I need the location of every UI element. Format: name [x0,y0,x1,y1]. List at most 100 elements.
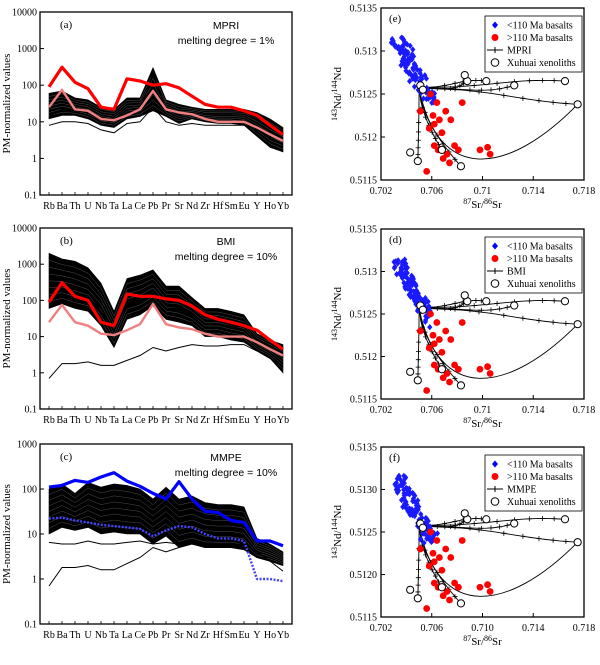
x-tick-label: Nd [186,201,198,212]
data-point-blue [401,41,407,49]
x-tick-label: Yb [277,201,289,212]
mixing-curve [419,87,578,105]
data-point-blue [394,271,400,278]
x-tick-label: Rb [43,415,55,426]
x-tick-label: Ce [134,415,146,426]
data-point-blue [420,95,427,102]
superscript: 143 [330,547,339,559]
element: Sr/ [471,636,485,648]
y-tick-label: 1 [32,368,37,379]
data-point-blue [418,535,424,543]
data-point-xenolith [418,305,427,314]
data-point-blue [425,86,431,93]
x-tick-label: 0.718 [573,623,596,634]
data-point-blue [424,532,430,539]
x-tick-label: Sr [175,201,185,212]
model-line [48,282,284,356]
data-point-red [458,319,466,326]
data-point-red [423,168,431,175]
data-point-blue [412,512,418,520]
x-tick-label: La [122,201,133,212]
y-tick-label: 10 [27,530,37,541]
data-point-blue [394,489,401,496]
x-tick-label: Ce [134,201,146,212]
data-point-blue [402,283,408,291]
data-point-blue [423,518,429,526]
x-tick-label: Yb [277,415,289,426]
data-point-blue [415,497,421,504]
data-point-blue [398,34,405,41]
data-point-red [447,116,455,124]
data-point-blue [400,44,406,51]
data-point-xenolith [460,291,469,300]
x-tick-label: Hf [213,415,224,426]
data-point-blue [423,297,429,304]
data-point-xenolith [413,594,422,603]
x-tick-label: Y [253,201,260,212]
data-point-blue [411,60,418,67]
data-point-blue [413,62,419,70]
data-point-blue [411,83,418,90]
x-tick-label: Hf [213,201,224,212]
data-point-blue [406,505,413,512]
x-tick-label: 0.702 [370,186,393,197]
data-point-blue [410,275,416,283]
x-tick-label: Pr [162,630,172,641]
data-point-red [446,378,453,386]
data-point-blue [396,483,402,490]
superscript: 86 [484,634,492,643]
mixing-curve [417,87,420,162]
data-point-blue [422,72,428,79]
data-point-red [429,549,437,557]
x-tick-label: Pb [148,415,159,426]
legend-label: MMPE [507,485,536,496]
data-point-xenolith [482,515,491,524]
melting-degree: melting degree = 10% [175,467,277,479]
y-tick-label: 1000 [17,440,37,451]
legend-box [484,236,583,294]
data-point-xenolith [413,156,422,166]
y-tick-label: 1000 [17,260,37,271]
y-tick-label: 0.1 [25,191,38,202]
data-point-xenolith [406,585,415,594]
data-point-blue [404,264,410,271]
x-tick-label: Rb [43,630,55,641]
data-point-blue [419,514,425,521]
data-point-red [427,310,434,318]
data-point-xenolith [510,301,519,310]
data-point-blue [404,41,410,48]
y-tick-label: 10 [27,332,37,343]
element: Sr/ [471,199,485,211]
data-point-blue [398,266,404,274]
x-tick-label: 0.702 [370,623,393,634]
data-point-blue [401,472,407,480]
x-tick-label: 0.714 [522,623,545,634]
data-point-blue [409,272,415,279]
element: Sr [492,199,502,211]
x-tick-label: Zr [200,630,210,641]
data-point-blue [411,292,417,299]
element: Sr/ [471,418,485,430]
y-tick-label: 0.5120 [350,570,378,581]
melting-degree: melting degree = 10% [175,251,277,263]
y-tick-label: 0.5130 [350,485,378,496]
data-point-blue [413,509,419,517]
x-tick-label: Nb [95,630,107,641]
mixing-curve [419,525,578,543]
data-point-red [430,340,438,348]
mixing-envelope [418,87,578,160]
data-point-red [433,537,441,544]
data-point-blue [424,520,430,528]
data-point-blue [395,487,402,494]
y-tick-label: 100 [22,296,37,307]
legend-label: <110 Ma basalts [507,460,573,471]
data-point-blue [402,500,408,507]
data-point-blue [429,537,436,545]
data-point-blue [409,51,415,58]
data-point-blue [410,495,416,502]
element: Nd/ [332,312,344,329]
panel-d: 0.5115 0.512 0.5125 0.513 0.5135 0.702 0.706 0.… [330,225,596,431]
panel-label: (b) [60,235,73,247]
legend-marker-open-circle [490,497,500,506]
